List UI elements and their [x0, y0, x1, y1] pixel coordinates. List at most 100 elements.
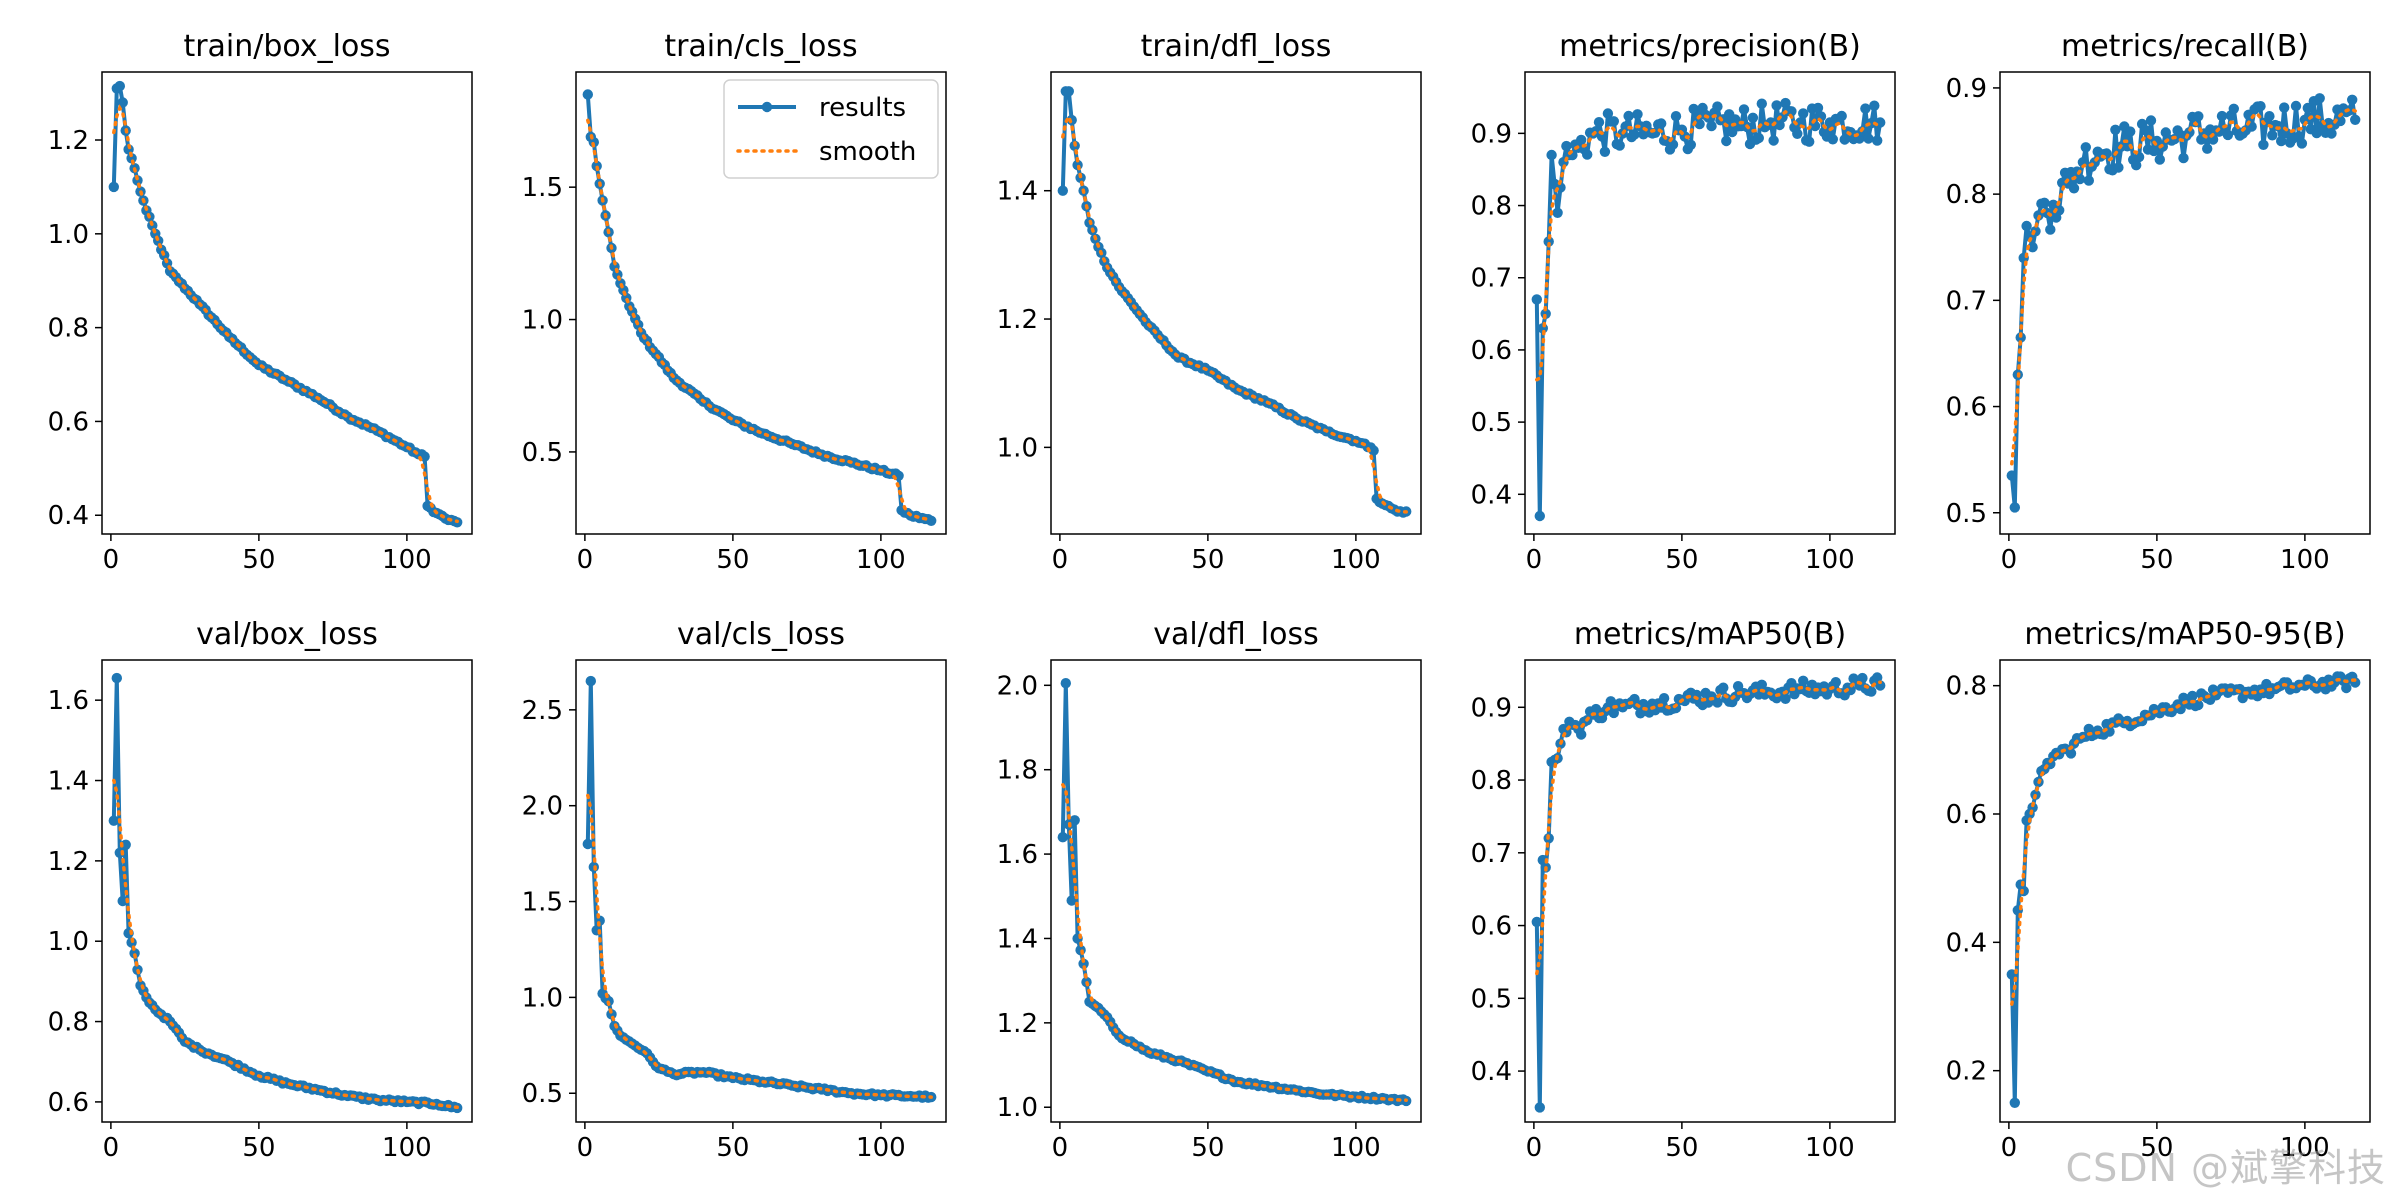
y-tick-label: 0.9: [1471, 693, 1512, 723]
smooth-line: [2010, 107, 2357, 466]
results-point: [1078, 958, 1089, 969]
results-line: [1060, 681, 1408, 1103]
y-tick-label: 1.2: [48, 847, 89, 877]
results-point: [2302, 102, 2313, 114]
results-point: [1057, 832, 1069, 843]
y-tick-label: 0.6: [1946, 800, 1987, 830]
y-tick-label: 1.4: [997, 177, 1038, 207]
y-tick-label: 1.0: [997, 433, 1038, 463]
y-tick-label: 0.6: [48, 407, 89, 437]
smooth-line: [112, 778, 459, 1110]
results-point: [1706, 120, 1717, 132]
results-point: [2193, 699, 2204, 711]
x-tick-label: 0: [2001, 1133, 2018, 1163]
results-point: [2347, 94, 2358, 106]
y-tick-label: 1.6: [997, 840, 1038, 870]
y-tick-label: 0.6: [1946, 393, 1987, 423]
results-point: [1063, 86, 1075, 97]
y-tick-label: 0.4: [1471, 1057, 1512, 1087]
results-point: [108, 815, 120, 826]
results-point: [1721, 135, 1732, 147]
results-point: [132, 175, 143, 186]
results-point: [2009, 1097, 2021, 1109]
subplot-metrics-map50-95-b-: metrics/mAP50-95(B) 0 50 100 0.2 0.4 0.6 0.8: [1946, 617, 2371, 1163]
results-point: [1596, 131, 1608, 142]
subplot-metrics-recall-b-: metrics/recall(B) 0 50 100 0.5 0.6 0.7 0.8 0.9: [1946, 29, 2371, 575]
plot-area: [1057, 678, 1412, 1107]
x-tick-label: 0: [103, 545, 120, 575]
results-point: [2267, 130, 2278, 141]
results-point: [2326, 128, 2337, 139]
results-point: [2039, 197, 2050, 208]
results-point: [1836, 110, 1847, 122]
y-tick-label: 0.5: [1471, 984, 1512, 1014]
x-tick-label: 0: [2001, 545, 2018, 575]
x-tick-label: 100: [856, 545, 906, 575]
results-point: [1875, 680, 1886, 691]
subplot-val-dfl-loss: val/dfl_loss 0 50 100 1.0 1.2 1.4 1.6 1.8 2.0: [997, 617, 1422, 1163]
x-tick-label: 50: [1191, 545, 1224, 575]
y-tick-label: 0.5: [1471, 408, 1512, 438]
results-point: [1546, 149, 1557, 161]
results-point: [111, 672, 123, 684]
x-tick-label: 0: [1526, 545, 1543, 575]
subplot-title: val/cls_loss: [677, 617, 845, 652]
legend-results-label: results: [819, 93, 906, 123]
results-point: [2125, 126, 2136, 137]
results-point: [2110, 124, 2121, 135]
results-point: [1602, 108, 1614, 119]
y-tick-label: 0.4: [48, 501, 89, 531]
y-tick-label: 1.2: [997, 305, 1038, 335]
y-tick-label: 0.4: [1946, 928, 1987, 958]
y-tick-label: 0.8: [48, 314, 89, 344]
results-point: [926, 515, 937, 526]
results-point: [2222, 129, 2234, 141]
y-tick-label: 2.5: [522, 696, 563, 726]
y-tick-label: 1.0: [522, 983, 563, 1013]
results-point: [2080, 142, 2091, 153]
axes-frame: [575, 71, 947, 535]
results-point: [2131, 160, 2142, 171]
y-tick-label: 0.7: [1471, 264, 1512, 294]
y-tick-label: 0.2: [1946, 1057, 1987, 1087]
results-point: [2009, 502, 2021, 513]
y-tick-label: 1.0: [522, 306, 563, 336]
results-point: [120, 839, 131, 850]
results-point: [1768, 135, 1779, 146]
y-tick-label: 0.5: [1946, 499, 1987, 529]
results-point: [2027, 242, 2038, 253]
plot-area: [1531, 672, 1886, 1113]
results-point: [1780, 97, 1791, 109]
subplot-title: val/dfl_loss: [1153, 617, 1318, 652]
results-point: [1582, 149, 1593, 160]
y-tick-label: 0.6: [48, 1088, 89, 1118]
results-line: [585, 679, 932, 1100]
results-point: [1756, 98, 1768, 109]
plot-area: [1531, 97, 1886, 522]
y-tick-label: 2.0: [997, 671, 1038, 701]
smooth-line: [1535, 109, 1882, 382]
results-point: [1786, 106, 1797, 117]
results-point: [117, 97, 128, 108]
axes-frame: [1999, 659, 2371, 1123]
x-tick-label: 50: [2140, 1133, 2173, 1163]
subplot-title: metrics/mAP50-95(B): [2024, 617, 2345, 652]
y-tick-label: 0.4: [1471, 480, 1512, 510]
axes-frame: [1050, 659, 1422, 1123]
results-point: [1576, 729, 1587, 740]
results-point: [1534, 510, 1546, 522]
smooth-line: [586, 793, 933, 1099]
x-tick-label: 100: [1331, 1133, 1381, 1163]
results-point: [1670, 111, 1682, 122]
x-tick-label: 100: [1805, 545, 1855, 575]
results-point: [2311, 127, 2322, 139]
x-tick-label: 100: [382, 1133, 432, 1163]
results-point: [1632, 109, 1643, 120]
results-point: [2139, 124, 2151, 136]
results-point: [1756, 679, 1768, 690]
plot-area: [2006, 93, 2361, 513]
y-tick-label: 0.5: [522, 1079, 563, 1109]
x-tick-label: 50: [716, 545, 749, 575]
subplot-title: val/box_loss: [196, 617, 378, 652]
results-point: [2006, 470, 2018, 481]
